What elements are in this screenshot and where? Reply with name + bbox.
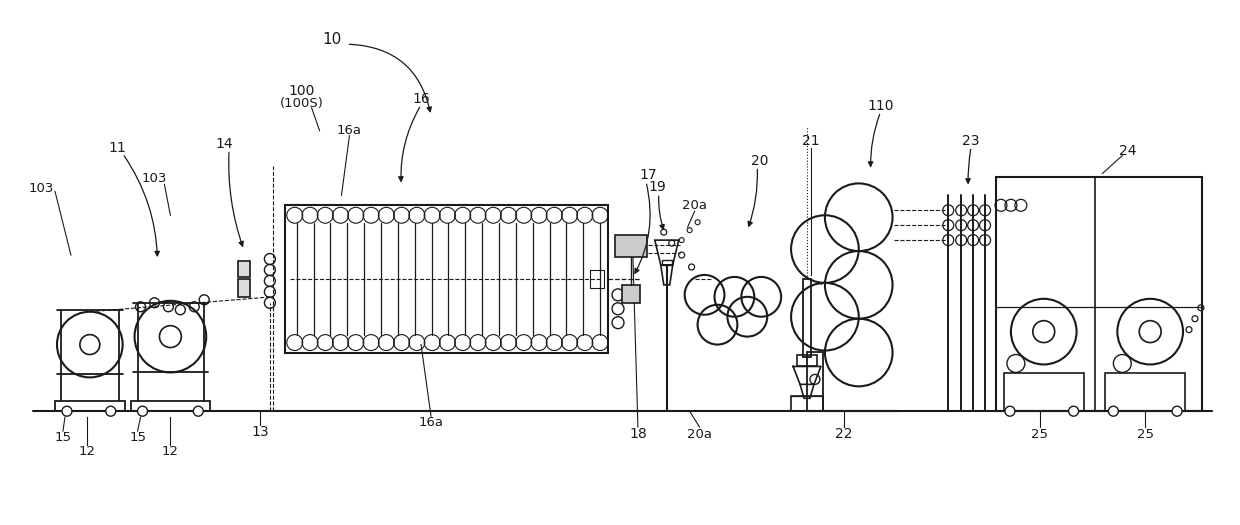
Text: 15: 15 [129, 430, 146, 444]
Circle shape [1172, 406, 1182, 416]
Bar [55, 401, 125, 411]
Circle shape [138, 406, 148, 416]
Text: 16a: 16a [337, 124, 362, 137]
Text: 22: 22 [835, 427, 853, 441]
Text: 25: 25 [1137, 427, 1153, 440]
Bar [996, 177, 1202, 411]
Bar [1105, 373, 1185, 411]
Bar [615, 235, 647, 257]
Text: 10: 10 [322, 32, 341, 47]
Bar [1004, 373, 1084, 411]
Text: 103: 103 [29, 182, 53, 195]
Text: 100: 100 [289, 84, 315, 98]
Bar [797, 354, 817, 366]
Text: 12: 12 [78, 446, 95, 458]
Bar [238, 279, 250, 297]
Text: 18: 18 [629, 427, 647, 441]
Text: 16a: 16a [419, 416, 444, 428]
Text: 14: 14 [216, 136, 233, 151]
Circle shape [1004, 406, 1014, 416]
Bar [130, 401, 210, 411]
Text: 20: 20 [750, 153, 768, 167]
Text: 20a: 20a [682, 199, 707, 212]
Text: 15: 15 [55, 430, 72, 444]
Text: 17: 17 [639, 169, 657, 183]
Bar [285, 205, 608, 352]
Text: 24: 24 [1118, 144, 1136, 158]
Text: 20a: 20a [687, 427, 712, 440]
Text: 103: 103 [141, 172, 167, 185]
Circle shape [193, 406, 203, 416]
Text: 12: 12 [162, 446, 179, 458]
Text: 13: 13 [252, 425, 269, 439]
Text: (100S): (100S) [280, 97, 324, 110]
Text: 16: 16 [412, 92, 430, 106]
Circle shape [1109, 406, 1118, 416]
Bar [662, 260, 672, 265]
Text: 19: 19 [649, 181, 667, 194]
Bar [622, 285, 640, 303]
Text: 21: 21 [802, 134, 820, 148]
Text: 11: 11 [109, 141, 126, 154]
Text: 110: 110 [867, 99, 894, 113]
Circle shape [1069, 406, 1079, 416]
Text: 23: 23 [962, 134, 980, 148]
Bar [238, 261, 250, 277]
Bar [791, 396, 823, 411]
Bar [807, 352, 823, 411]
Text: 25: 25 [1032, 427, 1048, 440]
Bar [804, 279, 811, 356]
Circle shape [105, 406, 115, 416]
Bar [590, 270, 604, 288]
Circle shape [62, 406, 72, 416]
